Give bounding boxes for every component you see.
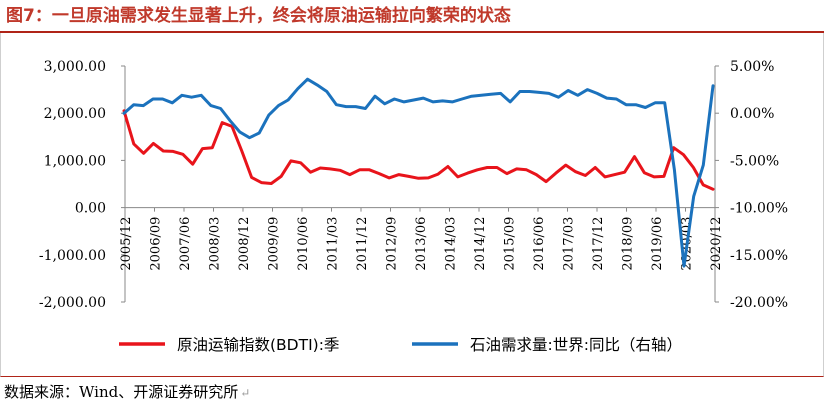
x-tick-label: 2015/09 (503, 217, 518, 271)
x-tick-label: 2017/03 (562, 217, 577, 271)
series-line-bdti (122, 109, 715, 191)
x-tick-label: 2014/12 (473, 217, 488, 271)
x-tick-label: 2008/03 (208, 217, 223, 271)
x-tick-label: 2013/06 (414, 217, 429, 271)
x-tick-label: 2010/06 (296, 217, 311, 271)
right-tick-label: -10.00% (730, 201, 788, 217)
title-rule (0, 31, 824, 33)
chart-frame (0, 33, 824, 377)
left-tick-label: -2,000.00 (39, 295, 106, 311)
source-text: 数据来源：Wind、开源证券研究所 (4, 383, 239, 401)
left-tick-label: 3,000.00 (44, 59, 106, 75)
right-tick-label: -15.00% (730, 248, 788, 264)
x-tick-label: 2018/09 (621, 217, 636, 271)
left-tick-label: 0.00 (75, 201, 106, 217)
x-tick-label: 2011/12 (355, 217, 370, 271)
data-source-note: 数据来源：Wind、开源证券研究所 ↵ (4, 381, 250, 403)
x-tick-label: 2005/12 (119, 217, 134, 271)
x-tick-label: 2011/03 (326, 217, 341, 271)
series-line-oil-demand (122, 77, 715, 268)
right-tick-label: 0.00% (730, 106, 774, 122)
figure-title: 图7：一旦原油需求发生显著上升，终会将原油运输拉向繁荣的状态 (6, 6, 511, 26)
left-tick-label: 1,000.00 (44, 153, 106, 169)
x-tick-label: 2017/12 (591, 217, 606, 271)
x-axis-ticks: 2005/12 2006/09 2007/06 2008/03 2008/12 2009/… (119, 207, 724, 271)
right-axis-ticks: 5.00% 0.00% -5.00% -10.00% -15.00% -20.00% (715, 59, 788, 311)
x-tick-label: 2009/09 (267, 217, 282, 271)
return-mark: ↵ (240, 386, 251, 400)
plot-area (122, 77, 715, 268)
x-tick-label: 2007/06 (178, 217, 193, 271)
right-tick-label: -20.00% (730, 295, 788, 311)
left-tick-label: -1,000.00 (39, 248, 106, 264)
x-tick-label: 2020/12 (709, 217, 724, 271)
x-tick-label: 2008/12 (237, 217, 252, 271)
x-tick-label: 2006/09 (149, 217, 164, 271)
x-tick-label: 2016/06 (532, 217, 547, 271)
chart-legend: 原油运输指数(BDTI):季 石油需求量:世界:同比（右轴） (119, 336, 682, 354)
chart-svg: 3,000.00 2,000.00 1,000.00 0.00 -1,000.00 -2,… (39, 59, 788, 354)
left-axis-ticks: 3,000.00 2,000.00 1,000.00 0.00 -1,000.00 -2,… (39, 59, 125, 311)
legend-label: 原油运输指数(BDTI):季 (177, 336, 339, 354)
x-tick-label: 2012/09 (385, 217, 400, 271)
left-tick-label: 2,000.00 (44, 106, 106, 122)
x-tick-label: 2014/03 (444, 217, 459, 271)
x-tick-label: 2019/06 (650, 217, 665, 271)
right-tick-label: -5.00% (730, 153, 779, 169)
right-tick-label: 5.00% (730, 59, 774, 75)
legend-label: 石油需求量:世界:同比（右轴） (470, 336, 682, 354)
